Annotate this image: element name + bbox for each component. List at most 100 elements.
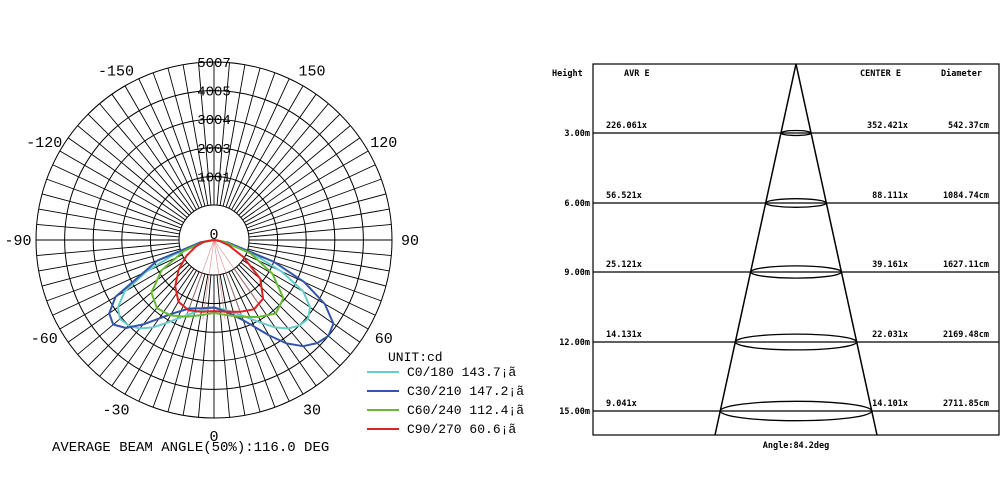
cone-avr-value: 9.041x [606, 399, 637, 409]
polar-guide-line [186, 239, 215, 316]
cone-diameter-value: 2711.85cm [943, 399, 989, 409]
polar-spoke [99, 103, 192, 214]
cone-height-label: 6.00m [564, 199, 590, 209]
polar-spoke [124, 270, 197, 395]
polar-spoke [246, 178, 382, 229]
polar-spoke [240, 125, 351, 218]
cone-diameter-value: 1084.74cm [943, 191, 989, 201]
polar-spoke [111, 93, 195, 212]
cone-beam-ellipse [749, 265, 843, 279]
polar-spoke [38, 245, 180, 272]
polar-spoke [36, 224, 180, 238]
polar-spoke [167, 67, 206, 207]
polar-spoke [238, 264, 341, 367]
cone-beam-ellipse [765, 198, 827, 208]
cone-center-value: 39.161x [872, 260, 908, 270]
polar-spoke [228, 78, 290, 209]
polar-spoke [167, 273, 206, 413]
polar-angle-label: -150 [98, 63, 134, 80]
cone-angle-label: Angle:84.2deg [763, 441, 830, 451]
polar-angle-label: 0 [209, 429, 218, 446]
polar-angle-label: 120 [370, 135, 397, 152]
polar-ring-labels: 1001 2003 3004 4005 5007 [197, 56, 231, 186]
polar-spoke [87, 264, 190, 367]
cone-body [714, 63, 878, 436]
polar-spoke [244, 150, 369, 223]
header-diameter: Diameter [941, 68, 982, 79]
cone-rows: 3.00m 226.061x 352.421x 542.37cm 6.00m 56.521… [559, 121, 999, 422]
polar-ring-label: 1001 [197, 170, 231, 186]
cone-avr-value: 14.131x [606, 330, 642, 340]
polar-spoke [222, 67, 261, 207]
polar-spoke [225, 72, 276, 208]
polar-spoke [198, 274, 212, 418]
polar-spoke [67, 259, 186, 343]
cone-diameter-value: 1627.11cm [943, 260, 989, 270]
polar-spoke [52, 164, 183, 226]
polar-spoke [248, 245, 390, 272]
polar-ring-label: 3004 [197, 113, 231, 129]
header-height: Height [552, 68, 583, 79]
polar-spoke [245, 164, 376, 226]
polar-spoke [228, 271, 290, 402]
polar-intensity-chart: 1001 2003 3004 4005 5007 0 30 60 90 120 150 -30 -60… [4, 56, 524, 456]
polar-curve-series [150, 239, 285, 318]
cone-diameter-value: 542.37cm [948, 121, 989, 131]
cone-beam-ellipse [780, 129, 812, 137]
polar-spoke [222, 273, 261, 413]
cone-center-value: 22.031x [872, 330, 908, 340]
illuminance-cone-chart: Height AVR E CENTER E Diameter 3.00m 226.… [552, 63, 1000, 451]
cone-avr-value: 226.061x [606, 121, 647, 131]
polar-spoke [248, 242, 392, 256]
legend-label: C90/270 60.6¡ã [407, 422, 516, 437]
polar-spoke [77, 262, 188, 355]
polar-spoke [248, 208, 390, 235]
polar-angle-label: 90 [401, 233, 419, 250]
polar-spoke [236, 103, 329, 214]
polar-curves [108, 239, 335, 348]
polar-angle-labels: 0 30 60 90 120 150 -30 -60 -90 -120 -150 [4, 63, 419, 446]
polar-grid [35, 61, 393, 419]
polar-spoke [231, 85, 304, 210]
polar-spoke [233, 93, 317, 212]
polar-legend: C0/180 143.7¡ã C30/210 147.2¡ã C60/240 112… [367, 365, 524, 437]
legend-label: C60/240 112.4¡ã [407, 403, 524, 418]
polar-spoke [41, 193, 181, 232]
polar-spoke [242, 259, 361, 343]
polar-angle-label: -60 [31, 331, 58, 348]
polar-spoke [152, 72, 203, 208]
polar-angle-label: -30 [102, 403, 129, 420]
cone-avr-value: 56.521x [606, 191, 642, 201]
polar-spoke [138, 271, 200, 402]
polar-ring-label: 2003 [197, 142, 231, 158]
polar-ring-label: 4005 [197, 85, 231, 101]
cone-avr-value: 25.121x [606, 260, 642, 270]
cone-height-label: 3.00m [564, 129, 590, 139]
polar-spoke [245, 254, 376, 316]
polar-angle-label: 60 [375, 331, 393, 348]
polar-curve-series [174, 239, 265, 313]
header-avr-e: AVR E [624, 69, 650, 79]
polar-spoke [182, 64, 209, 206]
legend-label: C30/210 147.2¡ã [407, 384, 524, 399]
polar-guide-line [213, 239, 242, 316]
cone-height-label: 12.00m [559, 338, 590, 348]
polar-spoke [41, 248, 181, 287]
cone-center-value: 352.421x [867, 121, 908, 131]
cone-center-value: 88.111x [872, 191, 908, 201]
cone-frame [592, 63, 1000, 436]
polar-spoke [77, 125, 188, 218]
polar-spoke [182, 274, 209, 416]
polar-spoke [216, 274, 230, 418]
cone-beam-ellipse [734, 333, 858, 351]
header-center-e: CENTER E [860, 69, 901, 79]
polar-guide-line [213, 239, 261, 306]
unit-label: UNIT:cd [388, 350, 443, 365]
polar-spoke [67, 137, 186, 221]
polar-spoke [59, 150, 184, 223]
beam-angle-label: AVERAGE BEAM ANGLE(50%):116.0 DEG [52, 440, 329, 456]
cone-height-label: 15.00m [559, 407, 590, 417]
polar-spoke [38, 208, 180, 235]
polar-spoke [124, 85, 197, 210]
